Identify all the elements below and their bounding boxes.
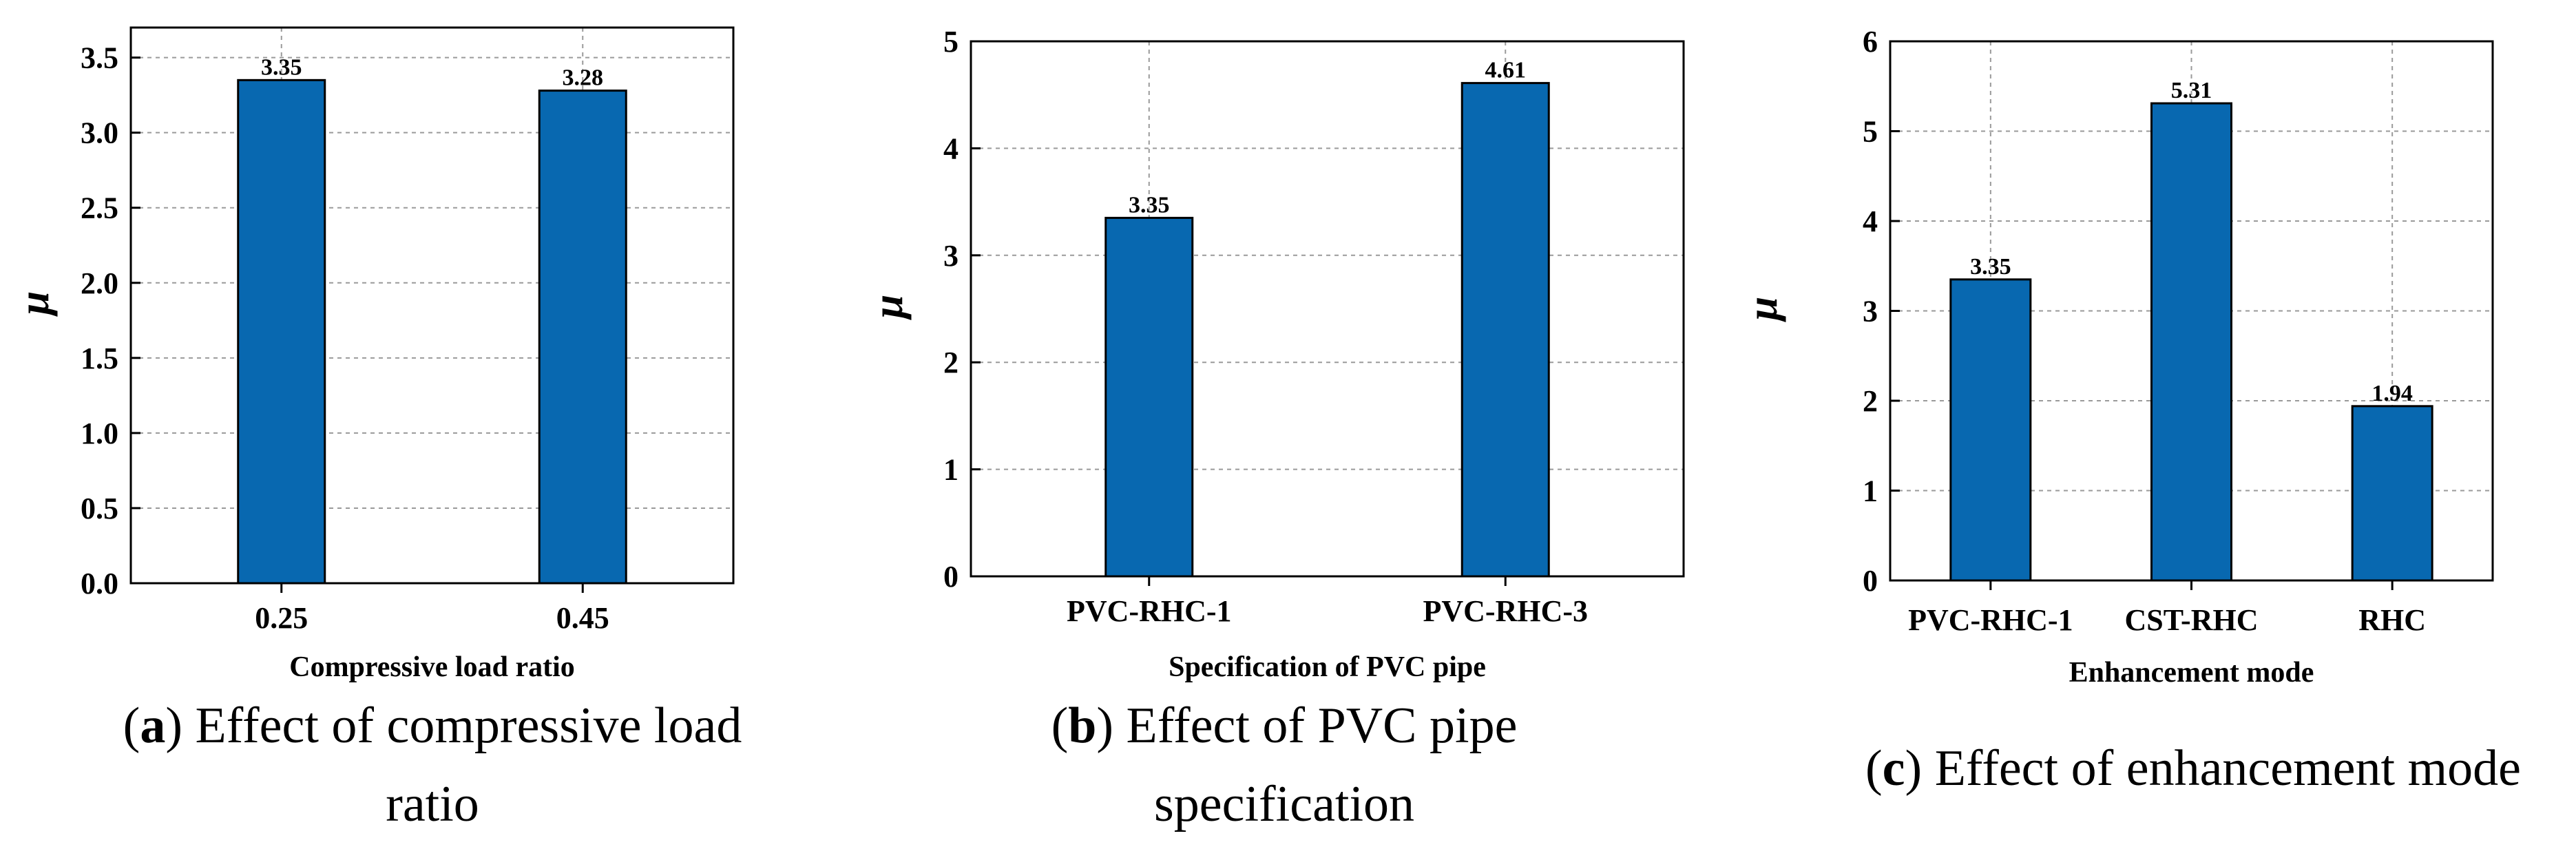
y-tick-label: 1.0: [81, 417, 118, 450]
y-tick-label: 6: [1863, 25, 1878, 59]
y-axis-title: μ: [865, 295, 912, 320]
y-tick-label: 0.0: [81, 567, 118, 600]
x-tick-label: PVC-RHC-1: [1067, 594, 1232, 628]
caption-line: specification: [1154, 776, 1414, 832]
x-axis-title: Enhancement mode: [2069, 657, 2314, 689]
caption-letter: b: [1068, 698, 1096, 754]
data-label: 4.61: [1485, 58, 1527, 83]
y-tick-label: 3.5: [81, 41, 118, 75]
data-label: 3.28: [563, 65, 604, 91]
chart-panel-c: 3.35 5.31 1.94 0 1 2 3 4 5 6 PVC-RHC-1 CST-RHC RHC En…: [1739, 25, 2521, 797]
y-axis-title: μ: [11, 291, 58, 317]
x-tick-label: 0.25: [255, 601, 308, 635]
y-tick-label: 2: [1863, 384, 1878, 418]
data-label: 3.35: [261, 54, 302, 80]
data-label: 3.35: [1970, 254, 2011, 280]
bar-0.45: [538, 90, 627, 585]
plot-frame: [129, 26, 735, 585]
caption-letter: a: [140, 698, 165, 754]
y-tick-label: 3: [1863, 295, 1878, 328]
x-tick-label: PVC-RHC-1: [1908, 603, 2073, 637]
bar-RHC: [2351, 405, 2433, 582]
plot-frame: [970, 40, 1685, 578]
y-tick-label: 4: [1863, 205, 1878, 238]
y-tick-label: 1: [1863, 474, 1878, 508]
data-label: 3.35: [1129, 192, 1170, 218]
x-tick-label: 0.45: [556, 601, 609, 635]
y-tick-label: 1.5: [81, 342, 118, 375]
caption-text: Effect of compressive load: [195, 698, 742, 754]
x-tick-label: RHC: [2358, 603, 2426, 637]
caption-letter: c: [1883, 740, 1905, 797]
x-axis-title: Compressive load ratio: [289, 651, 575, 683]
y-tick-label: 5: [943, 25, 959, 59]
caption-text: ratio: [386, 776, 479, 832]
chart-panel-a: 3.35 3.28 0.0 0.5 1.0 1.5 2.0 2.5 3.0 3.5 0.25 0.45…: [11, 26, 742, 832]
y-tick-label: 0.5: [81, 492, 118, 525]
y-tick-label: 3.0: [81, 116, 118, 150]
bar-PVC-RHC-1: [1949, 278, 2032, 582]
caption-line: ratio: [386, 776, 479, 832]
bar-PVC-RHC-1: [1104, 216, 1194, 578]
y-tick-label: 4: [943, 132, 959, 165]
bar-CST-RHC: [2150, 102, 2232, 582]
y-axis-title: μ: [1739, 297, 1786, 322]
data-label: 1.94: [2371, 381, 2413, 406]
x-axis-title: Specification of PVC pipe: [1169, 651, 1486, 683]
y-tick-label: 5: [1863, 115, 1878, 149]
y-tick-label: 2.5: [81, 191, 118, 225]
x-tick-label: PVC-RHC-3: [1423, 594, 1588, 628]
y-tick-label: 2.0: [81, 266, 118, 300]
y-tick-label: 3: [943, 239, 959, 273]
caption-text: Effect of PVC pipe: [1127, 698, 1518, 754]
x-tick-label: CST-RHC: [2125, 603, 2259, 637]
caption-line: (a) Effect of compressive load: [123, 698, 742, 754]
bar-0.25: [237, 78, 326, 585]
bar-PVC-RHC-3: [1460, 82, 1550, 578]
chart-panel-b: 3.35 4.61 0 1 2 3 4 5 PVC-RHC-1 PVC-RHC-3 Specific…: [865, 25, 1685, 832]
y-tick-label: 2: [943, 346, 959, 379]
caption-text: Effect of enhancement mode: [1935, 740, 2521, 797]
y-tick-label: 1: [943, 453, 959, 487]
y-tick-label: 0: [943, 560, 959, 594]
y-tick-label: 0: [1863, 564, 1878, 598]
caption-text: specification: [1154, 776, 1414, 832]
caption-line: (b) Effect of PVC pipe: [1051, 698, 1518, 754]
caption-line: (c) Effect of enhancement mode: [1865, 740, 2521, 797]
data-label: 5.31: [2171, 78, 2212, 103]
